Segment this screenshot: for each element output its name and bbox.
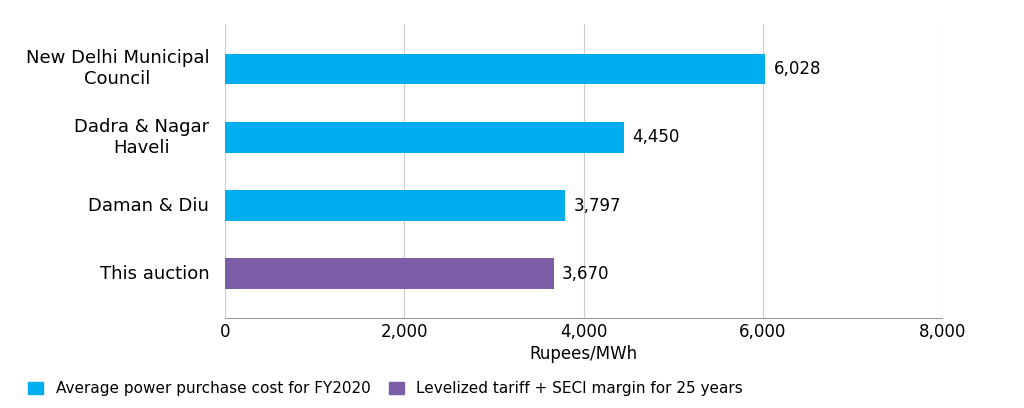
Bar [225, 258, 554, 289]
Bar [225, 122, 624, 153]
Text: 6,028: 6,028 [773, 60, 821, 78]
X-axis label: Rupees/MWh: Rupees/MWh [529, 345, 638, 363]
Text: 4,450: 4,450 [632, 128, 680, 146]
Bar [225, 53, 765, 84]
Bar [225, 190, 565, 221]
Text: 3,670: 3,670 [562, 265, 609, 283]
Text: 3,797: 3,797 [573, 197, 621, 215]
Legend: Average power purchase cost for FY2020, Levelized tariff + SECI margin for 25 ye: Average power purchase cost for FY2020, … [28, 381, 743, 396]
